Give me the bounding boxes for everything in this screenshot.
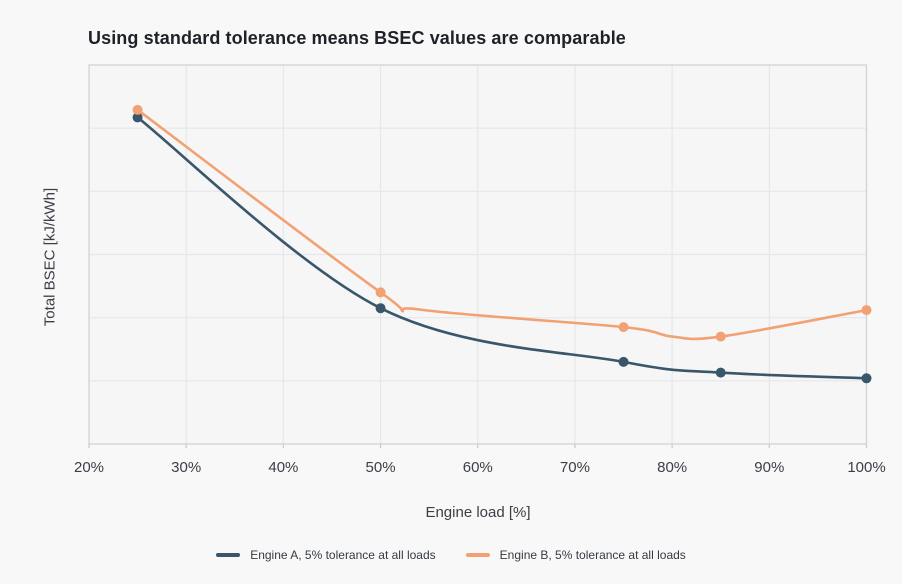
x-tick-label-100: 100% <box>847 459 885 476</box>
data-point-engine-a-85[interactable] <box>715 367 726 378</box>
data-point-engine-b-75[interactable] <box>618 322 629 333</box>
y-axis-title: Total BSEC [kJ/kWh] <box>41 187 59 327</box>
legend: Engine A, 5% tolerance at all loads Engin… <box>0 548 902 562</box>
legend-swatch-engine-a <box>216 553 241 557</box>
x-tick-label-60: 60% <box>463 459 493 476</box>
data-point-engine-b-100[interactable] <box>861 305 872 316</box>
data-point-engine-a-25[interactable] <box>132 112 143 123</box>
data-point-engine-a-50[interactable] <box>375 303 386 314</box>
plot-border <box>88 64 868 445</box>
data-point-engine-b-50[interactable] <box>375 287 386 298</box>
x-tick-label-30: 30% <box>171 459 201 476</box>
data-point-engine-a-75[interactable] <box>618 356 629 367</box>
x-tick-label-20: 20% <box>74 459 104 476</box>
data-point-engine-b-85[interactable] <box>715 331 726 342</box>
series-line-engine-a <box>136 116 868 380</box>
legend-item-engine-b[interactable]: Engine B, 5% tolerance at all loads <box>465 548 686 562</box>
x-axis-title: Engine load [%] <box>425 504 531 521</box>
x-tick-label-50: 50% <box>366 459 396 476</box>
x-tick-label-90: 90% <box>754 459 784 476</box>
data-point-engine-a-100[interactable] <box>861 373 872 384</box>
legend-label-engine-a: Engine A, 5% tolerance at all loads <box>250 548 436 562</box>
chart-title: Using standard tolerance means BSEC valu… <box>88 28 626 48</box>
legend-label-engine-b: Engine B, 5% tolerance at all loads <box>499 548 686 562</box>
x-tick-label-40: 40% <box>268 459 298 476</box>
x-tick-label-70: 70% <box>560 459 590 476</box>
x-tick-label-80: 80% <box>657 459 687 476</box>
legend-swatch-engine-b <box>465 553 490 557</box>
data-point-engine-b-25[interactable] <box>132 104 143 115</box>
legend-item-engine-a[interactable]: Engine A, 5% tolerance at all loads <box>216 548 436 562</box>
